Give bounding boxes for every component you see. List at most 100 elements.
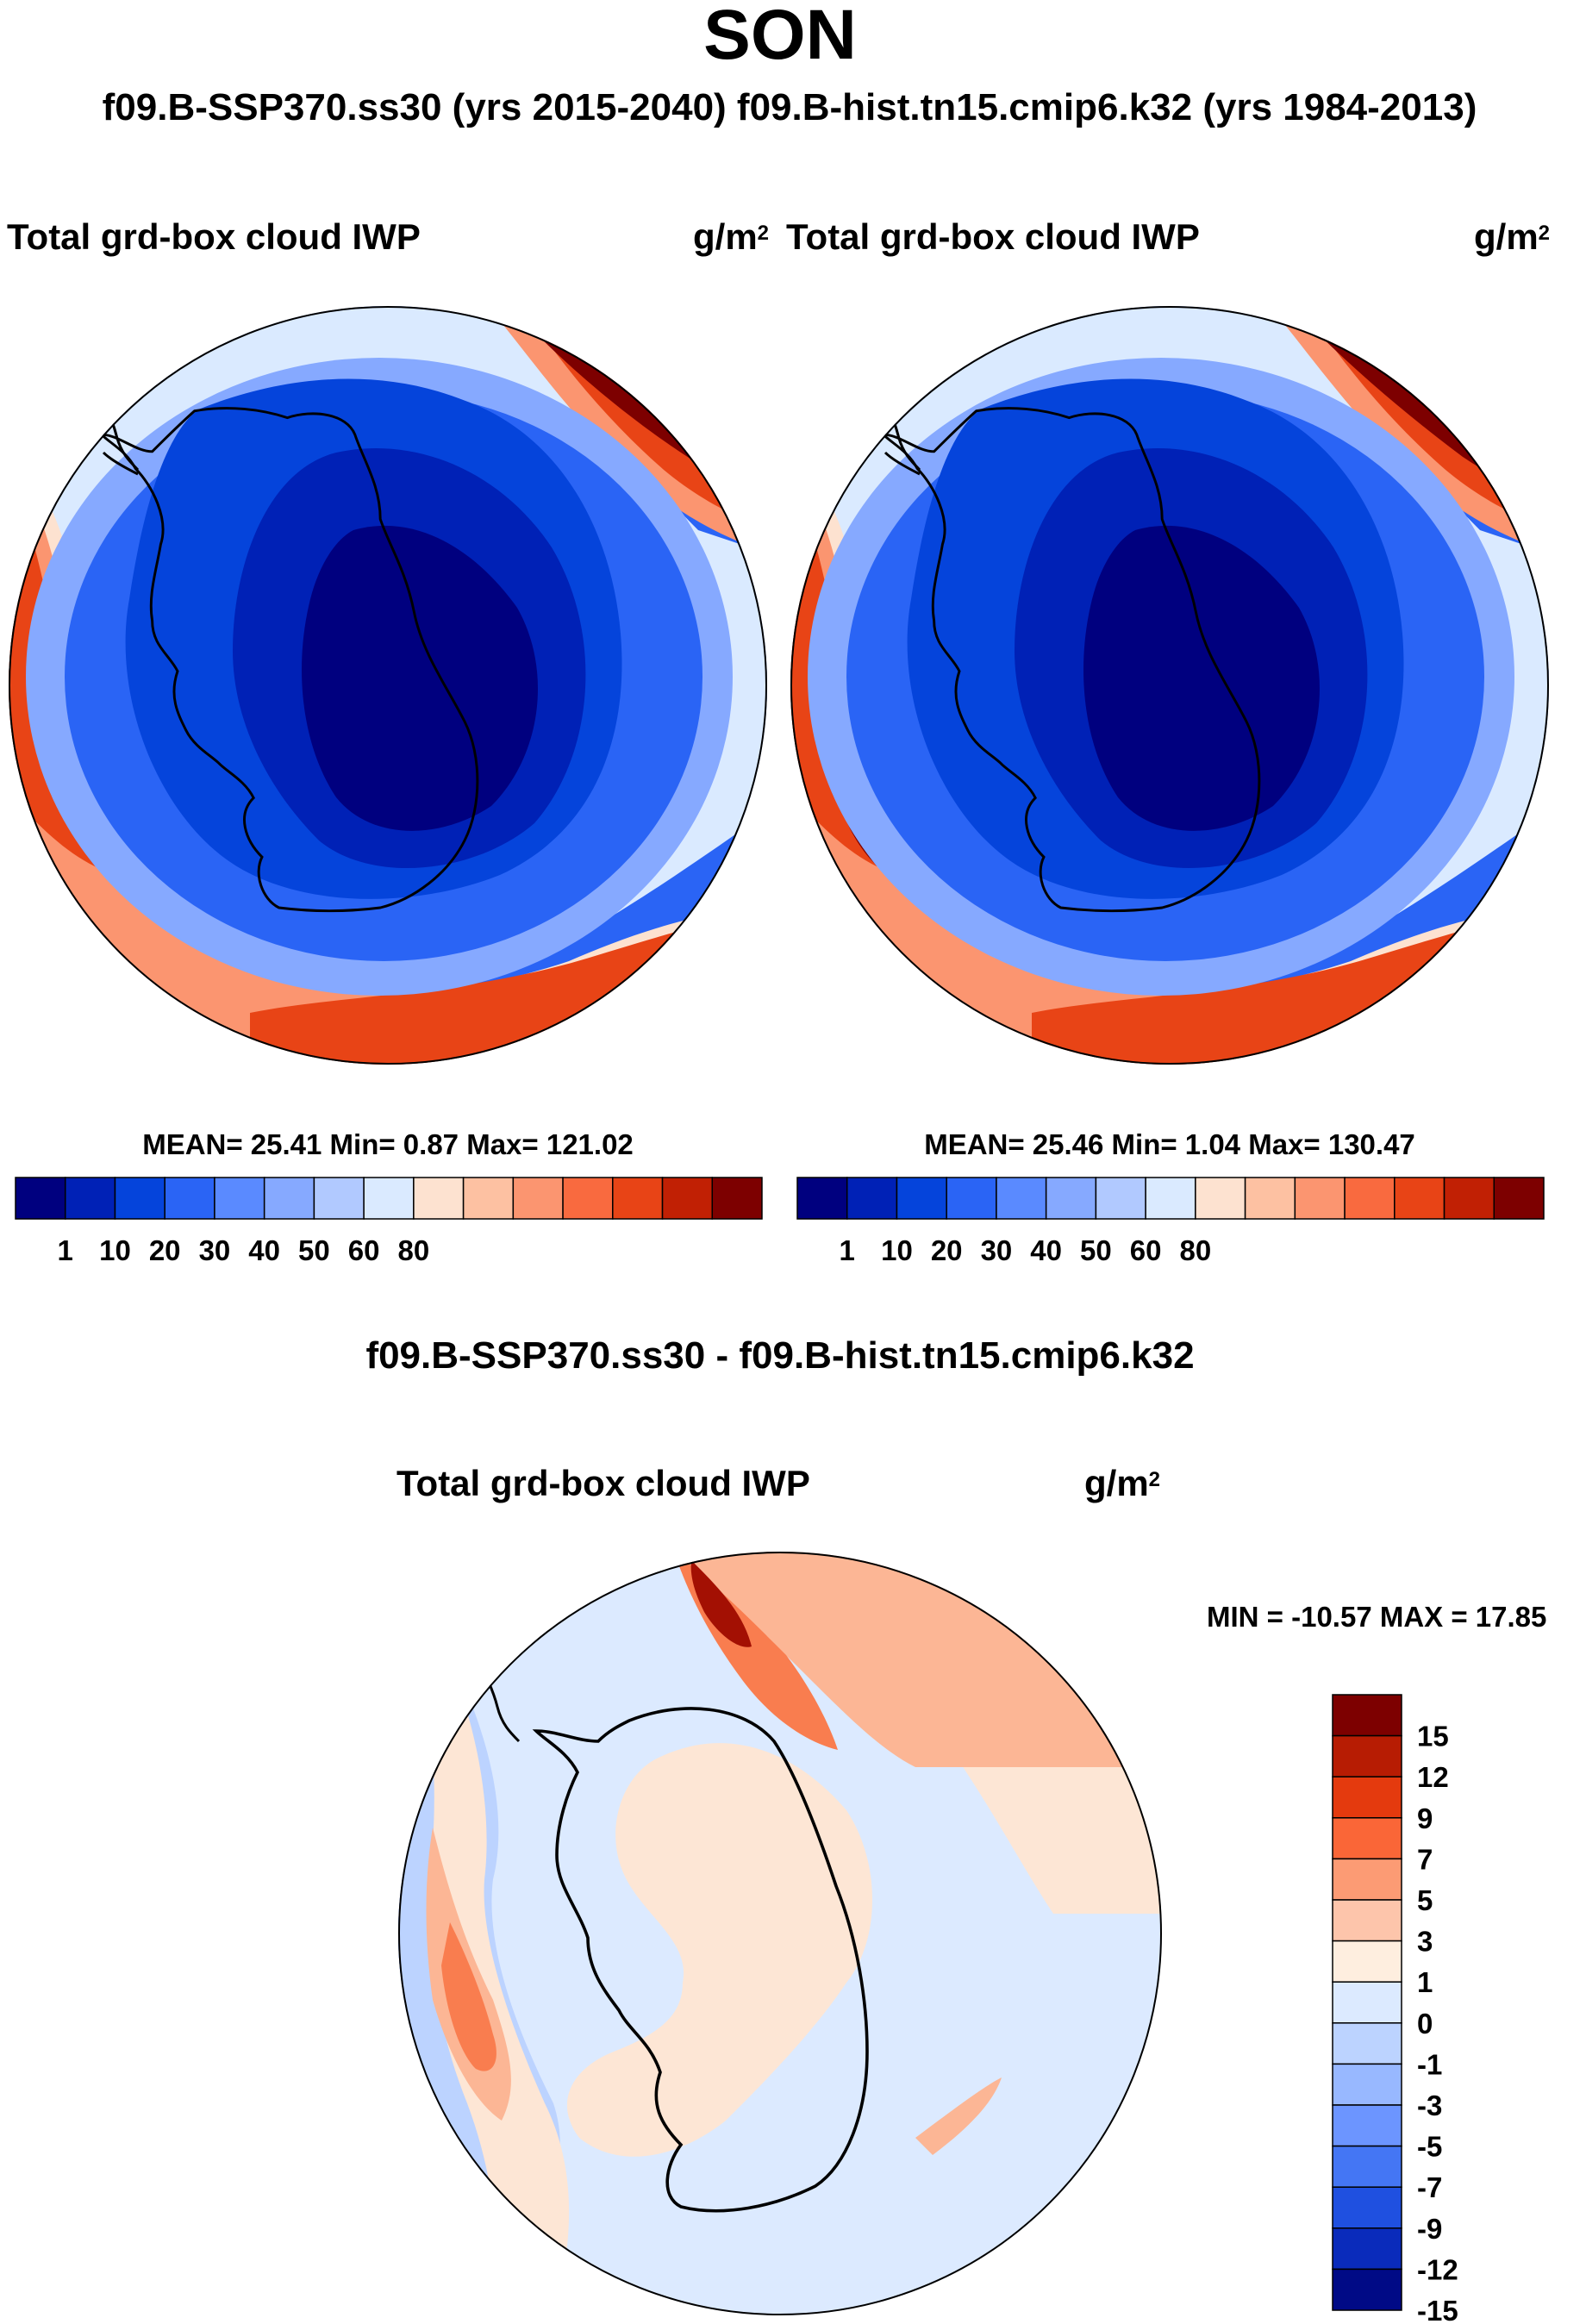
colorbar-box	[612, 1177, 664, 1220]
difference-variable: Total grd-box cloud IWP	[396, 1463, 810, 1503]
diff-colorbar-tick-label: -5	[1417, 2131, 1442, 2163]
right-polar-map	[790, 306, 1549, 1065]
diff-colorbar-box	[1332, 1899, 1402, 1942]
diff-colorbar-box	[1332, 2022, 1402, 2065]
storm-track-darkred-nw	[9, 444, 35, 507]
diff-colorbar-box	[1332, 2268, 1402, 2311]
map-border	[790, 306, 1549, 1065]
colorbar-box	[711, 1177, 763, 1220]
diff-colorbar-tick-label: -15	[1417, 2295, 1458, 2324]
colorbar-box	[15, 1177, 66, 1220]
diff-darkred-ne	[690, 1560, 752, 1647]
colorbar-box	[1443, 1177, 1495, 1220]
colorbar-box	[661, 1177, 714, 1220]
colorbar-box	[114, 1177, 165, 1220]
colorbar-tick-label: 20	[931, 1234, 963, 1266]
colorbar-tick-label: 40	[1030, 1234, 1062, 1266]
diff-colorbar-box	[1332, 2063, 1402, 2106]
antarctic-coastline	[880, 407, 1261, 913]
right-panel-stats: MEAN= 25.46 Min= 1.04 Max= 130.47	[924, 1128, 1415, 1160]
diff-colorbar-tick-label: 15	[1417, 1721, 1449, 1752]
diff-colorbar-tick-label: 7	[1417, 1843, 1433, 1875]
colorbar-box	[846, 1177, 898, 1220]
colorbar-box	[1344, 1177, 1396, 1220]
difference-colorbar: 15 12 9 7 5 3 1 0 -1 -3 -5 -7 -9 -12 -15	[1332, 1694, 1458, 2324]
colorbar-tick-label: 50	[1080, 1234, 1112, 1266]
diff-colorbar-tick-label: 3	[1417, 1926, 1433, 1958]
diff-colorbar-box	[1332, 2186, 1402, 2229]
colorbar-box	[363, 1177, 415, 1220]
diff-colorbar-tick-label: -9	[1417, 2213, 1442, 2245]
diff-colorbar-box	[1332, 1694, 1402, 1737]
diff-colorbar-tick-label: -3	[1417, 2090, 1442, 2121]
colorbar-box	[796, 1177, 848, 1220]
diff-colorbar-tick-label: -1	[1417, 2048, 1442, 2080]
colorbar-box	[512, 1177, 564, 1220]
colorbar-tick-label: 10	[881, 1234, 913, 1266]
diff-colorbar-tick-label: 0	[1417, 2008, 1433, 2040]
diff-colorbar-box	[1332, 1776, 1402, 1819]
antarctic-coastline	[98, 407, 479, 913]
colorbar-tick-label: 1	[58, 1234, 73, 1266]
difference-title: f09.B-SSP370.ss30 - f09.B-hist.tn15.cmip…	[365, 1334, 1195, 1377]
colorbar-box	[1394, 1177, 1446, 1220]
diff-map-border	[398, 1552, 1162, 2315]
map-border	[9, 306, 767, 1065]
colorbar-box	[214, 1177, 265, 1220]
colorbar-box	[263, 1177, 315, 1220]
colorbar-box	[1195, 1177, 1246, 1220]
right-panel-unit: g/m2	[1474, 216, 1551, 257]
colorbar-tick-label: 10	[99, 1234, 131, 1266]
difference-minmax: MIN = -10.57 MAX = 17.85	[1207, 1601, 1547, 1633]
colorbar-box	[413, 1177, 465, 1220]
colorbar-box	[1244, 1177, 1296, 1220]
colorbar-box	[462, 1177, 515, 1220]
colorbar-box	[1145, 1177, 1196, 1220]
diff-colorbar-box	[1332, 1734, 1402, 1777]
colorbar-box	[996, 1177, 1047, 1220]
colorbar-box	[1045, 1177, 1097, 1220]
diff-colorbar-box	[1332, 1817, 1402, 1860]
colorbar-box	[946, 1177, 997, 1220]
colorbar-box	[313, 1177, 365, 1220]
colorbar-box	[562, 1177, 614, 1220]
storm-track-darkred-nw	[790, 444, 817, 507]
diff-peach-central	[566, 1743, 872, 2157]
difference-polar-map	[398, 1552, 1162, 2315]
colorbar-tick-label: 80	[398, 1234, 430, 1266]
diff-colorbar-box	[1332, 1981, 1402, 2024]
diff-colorbar-box	[1332, 1858, 1402, 1901]
antarctic-east-plateau	[1083, 525, 1320, 831]
colorbar-tick-label: 1	[840, 1234, 855, 1266]
colorbar-tick-label: 80	[1180, 1234, 1212, 1266]
left-panel-stats: MEAN= 25.41 Min= 0.87 Max= 121.02	[142, 1128, 634, 1160]
diff-colorbar-tick-label: 5	[1417, 1884, 1433, 1916]
right-panel-variable: Total grd-box cloud IWP	[786, 216, 1200, 257]
left-panel-variable: Total grd-box cloud IWP	[7, 216, 421, 257]
antarctic-east-plateau	[302, 525, 538, 831]
diff-peach-west-arc	[415, 1664, 570, 2315]
diff-lightred-south	[915, 2077, 1002, 2155]
colorbar-tick-label: 50	[298, 1234, 330, 1266]
diff-colorbar-box	[1332, 2227, 1402, 2271]
season-title: SON	[703, 0, 857, 74]
diff-colorbar-box	[1332, 1940, 1402, 1983]
colorbar-tick-label: 60	[1130, 1234, 1162, 1266]
diff-colorbar-tick-label: 9	[1417, 1802, 1433, 1834]
colorbar-tick-label: 60	[348, 1234, 380, 1266]
colorbar-box	[896, 1177, 947, 1220]
diff-deepblue-west	[398, 1776, 402, 2000]
right-colorbar: 1 10 20 30 40 50 60 80	[796, 1177, 1545, 1266]
diff-colorbar-tick-label: 12	[1417, 1761, 1449, 1793]
diff-colorbar-tick-label: -12	[1417, 2253, 1458, 2285]
left-panel-unit: g/m2	[693, 216, 770, 257]
diff-colorbar-box	[1332, 2104, 1402, 2147]
diff-colorbar-box	[1332, 2145, 1402, 2188]
colorbar-box	[64, 1177, 116, 1220]
colorbar-tick-label: 30	[981, 1234, 1013, 1266]
colorbar-tick-label: 40	[248, 1234, 280, 1266]
colorbar-tick-label: 20	[149, 1234, 181, 1266]
colorbar-box	[1493, 1177, 1545, 1220]
experiments-subtitle: f09.B-SSP370.ss30 (yrs 2015-2040) f09.B-…	[102, 86, 1477, 128]
difference-unit: g/m2	[1084, 1463, 1161, 1503]
